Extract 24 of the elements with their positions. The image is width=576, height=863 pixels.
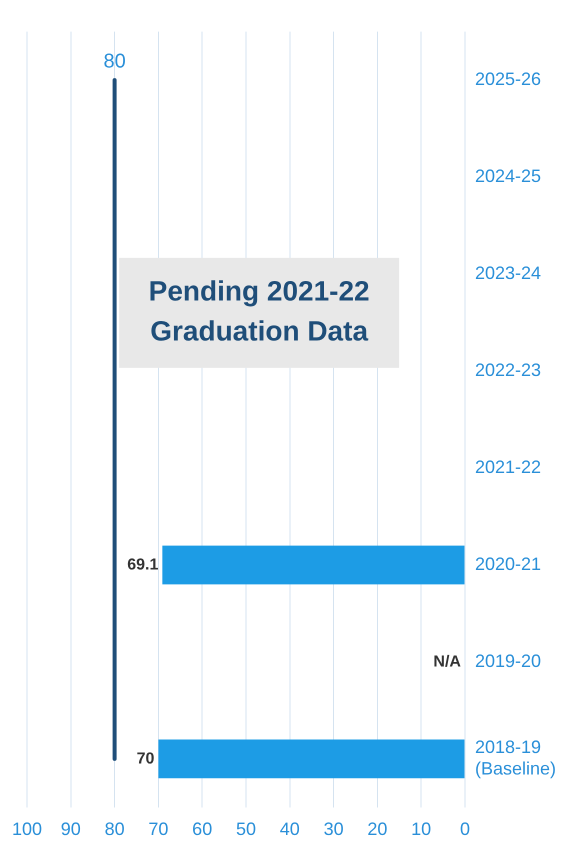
x-tick-label: 80 bbox=[104, 819, 125, 840]
data-label: 69.1 bbox=[127, 556, 158, 574]
x-tick-label: 0 bbox=[460, 819, 470, 840]
x-tick-label: 70 bbox=[148, 819, 168, 840]
y-tick-label: 2019-20 bbox=[474, 650, 542, 671]
y-tick-label: 2023-24 bbox=[474, 263, 542, 284]
x-tick-label: 50 bbox=[236, 819, 256, 840]
annotation: Pending 2021-22 Graduation Data bbox=[148, 276, 370, 347]
y-tick-label: 2024-25 bbox=[474, 166, 542, 186]
text: N/A bbox=[433, 653, 461, 670]
y-tick-label: 2021-22 bbox=[474, 456, 542, 477]
data-label: 70 bbox=[136, 750, 154, 768]
y-tick-label: 2025-26 bbox=[474, 69, 542, 90]
x-tick-label: 90 bbox=[60, 819, 81, 840]
y-tick-label: 2020-21 bbox=[474, 554, 542, 574]
x-tick-label: 30 bbox=[324, 819, 344, 840]
x-tick-label: 100 bbox=[12, 819, 42, 840]
x-tick-label: 10 bbox=[411, 819, 432, 840]
y-tick-label: 2022-23 bbox=[474, 360, 542, 380]
x-tick-label: 20 bbox=[367, 819, 388, 840]
data-label: 80 bbox=[103, 50, 126, 73]
x-tick-label: 60 bbox=[192, 819, 212, 840]
y-tick-label: 2018-19 (Baseline) bbox=[474, 737, 556, 779]
x-tick-label: 40 bbox=[280, 819, 300, 840]
